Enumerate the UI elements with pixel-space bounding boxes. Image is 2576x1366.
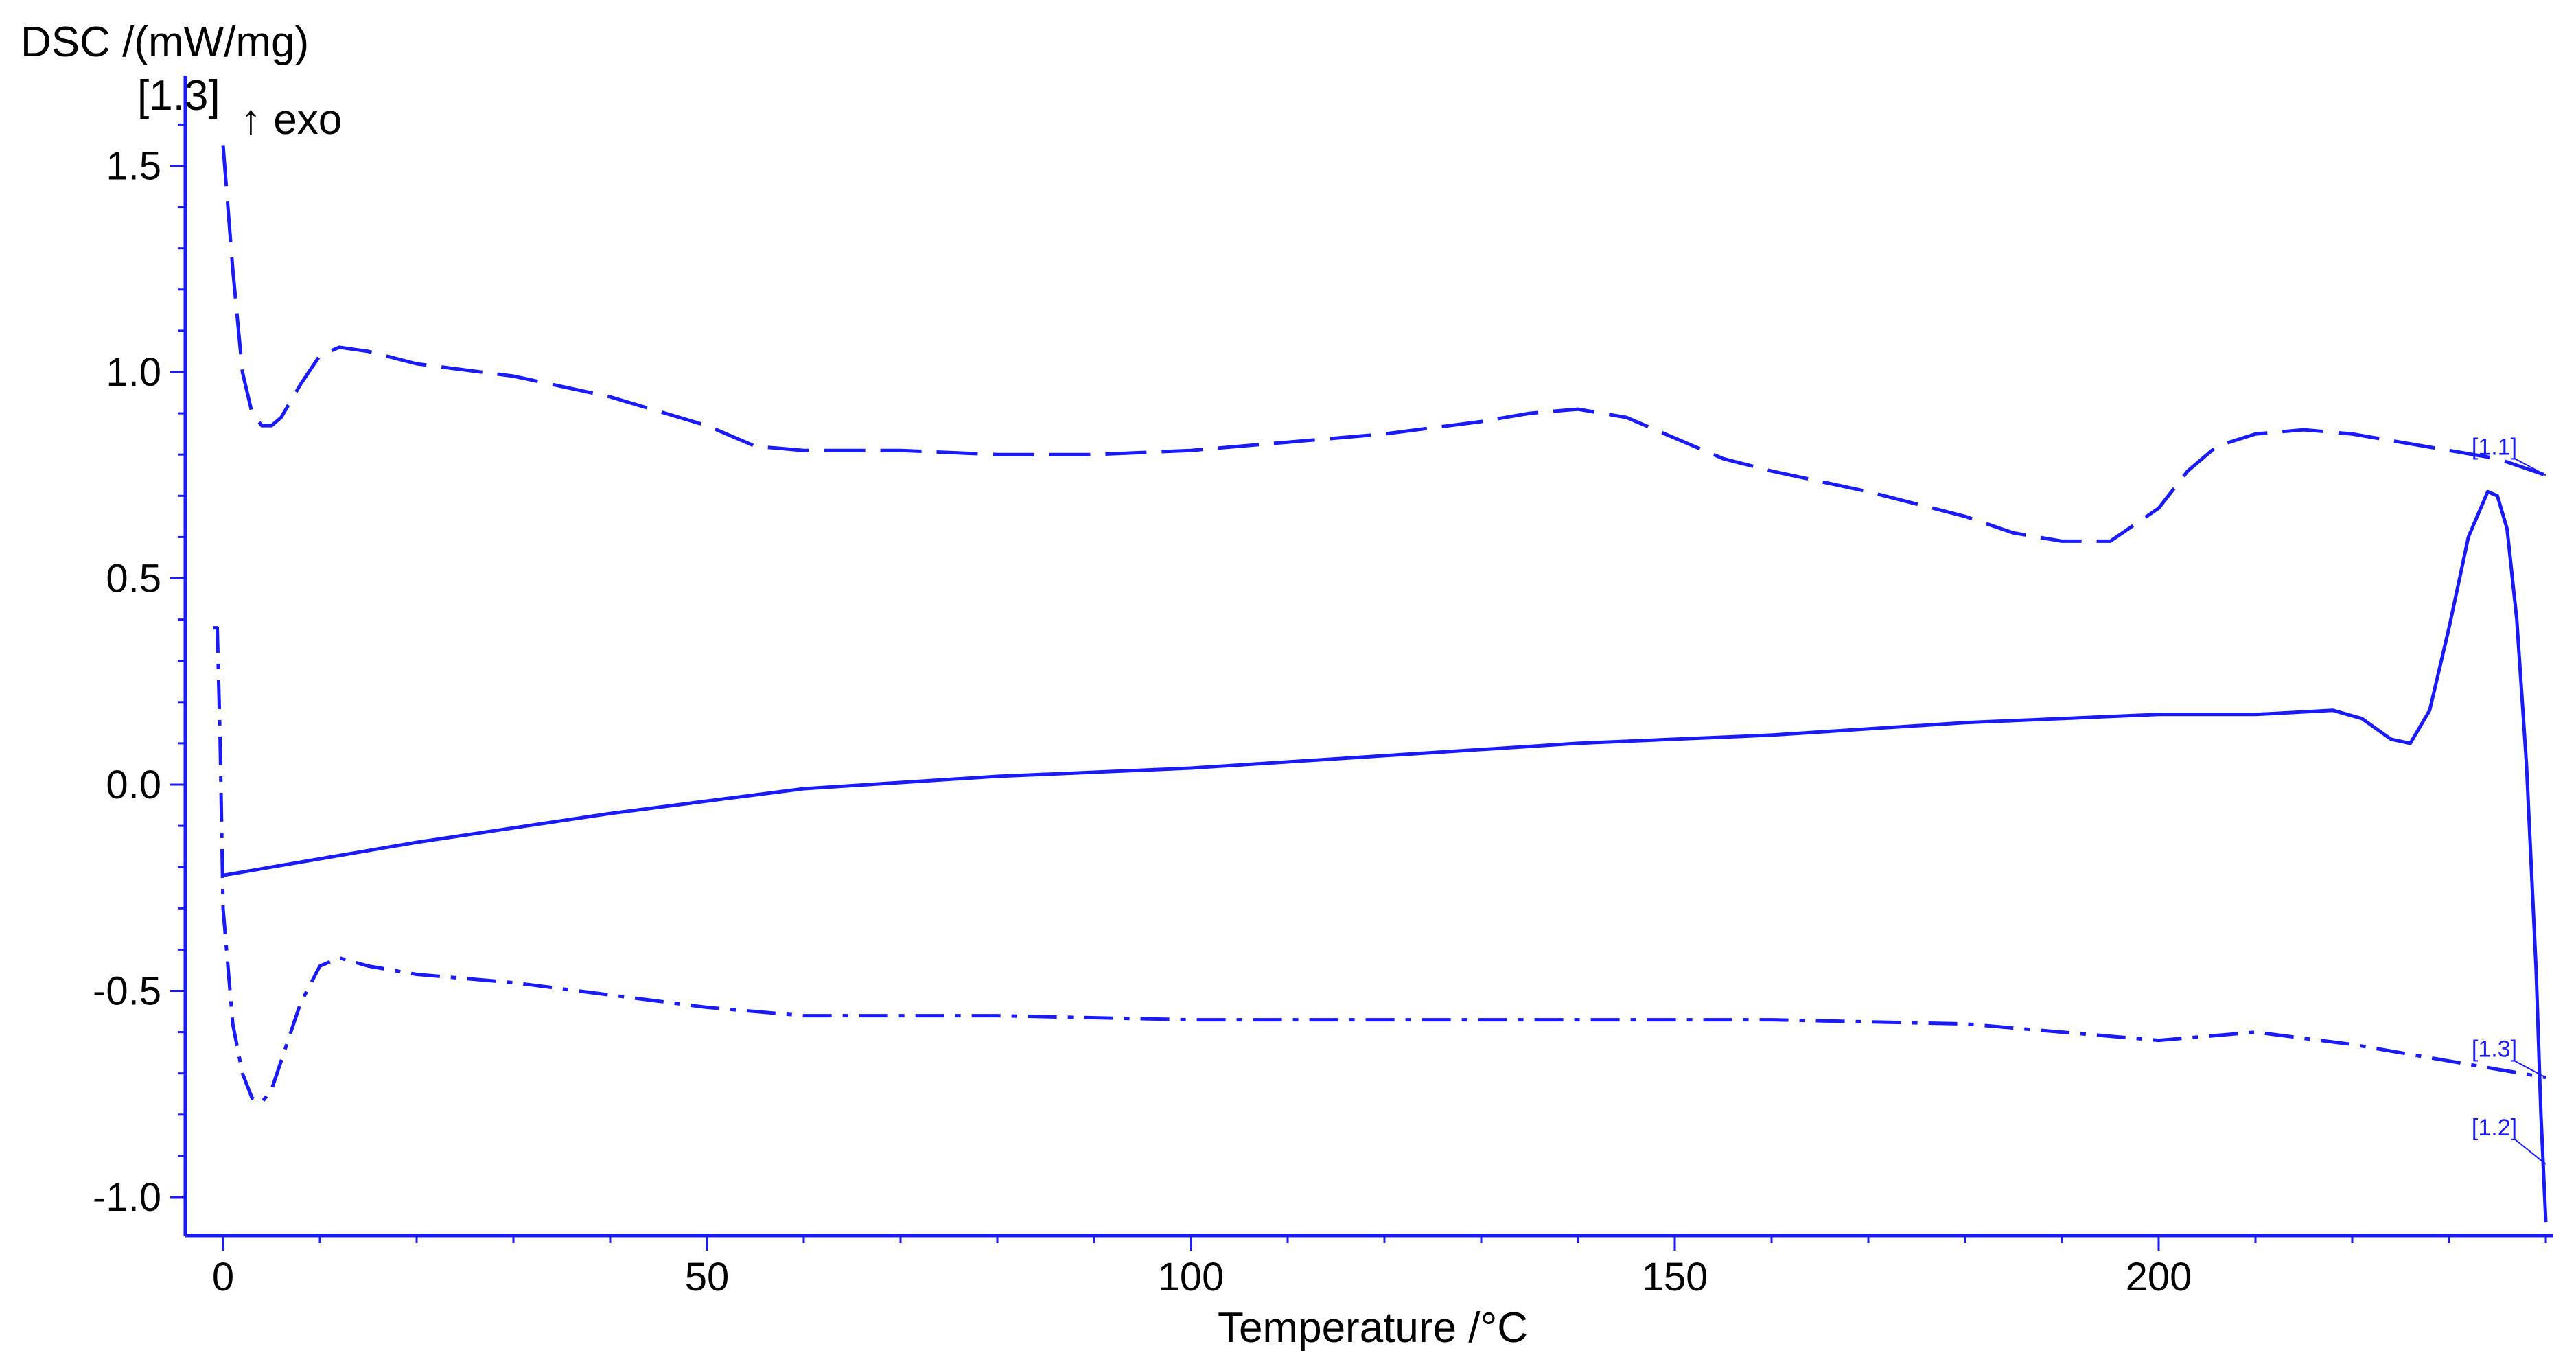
y-axis-title: DSC /(mW/mg) [21, 19, 309, 66]
series-end-label: [1.2] [2472, 1115, 2517, 1141]
x-axis-ticks: 0 50 100 150 200 [212, 1236, 2192, 1299]
x-tick-label: 50 [685, 1255, 730, 1299]
series-label-leader [2514, 1139, 2546, 1165]
y-tick-label: 1.5 [106, 144, 161, 189]
series-line-2 [222, 489, 2548, 1223]
x-axis-title: Temperature /°C [1218, 1304, 1528, 1352]
x-tick-label: 200 [2126, 1255, 2192, 1299]
series-label-leader [2514, 458, 2546, 476]
series-layer [213, 145, 2548, 1223]
x-tick-label: 100 [1158, 1255, 1225, 1299]
exo-direction-label: ↑ exo [240, 96, 342, 143]
x-tick-label: 150 [1642, 1255, 1708, 1299]
series-end-labels: [1.1] [1.2] [1.3] [2472, 434, 2546, 1165]
series-line-3 [213, 626, 2546, 1104]
axes [183, 76, 2553, 1238]
y-tick-label: 0.0 [106, 763, 161, 807]
x-tick-label: 0 [212, 1255, 234, 1299]
y-tick-label: 0.5 [106, 557, 161, 601]
y-axis-ticks: -1.0 -0.5 0.0 0.5 1.0 1.5 [93, 144, 185, 1220]
series-label-leader [2514, 1060, 2546, 1078]
y-tick-label: 1.0 [106, 350, 161, 395]
series-end-label: [1.1] [2472, 434, 2517, 460]
y-tick-label: -1.0 [93, 1175, 161, 1220]
series-end-label: [1.3] [2472, 1037, 2517, 1063]
y-axis-segment-tag: [1.3] [137, 72, 220, 119]
y-tick-label: -0.5 [93, 969, 161, 1014]
series-line-1 [221, 145, 2546, 543]
